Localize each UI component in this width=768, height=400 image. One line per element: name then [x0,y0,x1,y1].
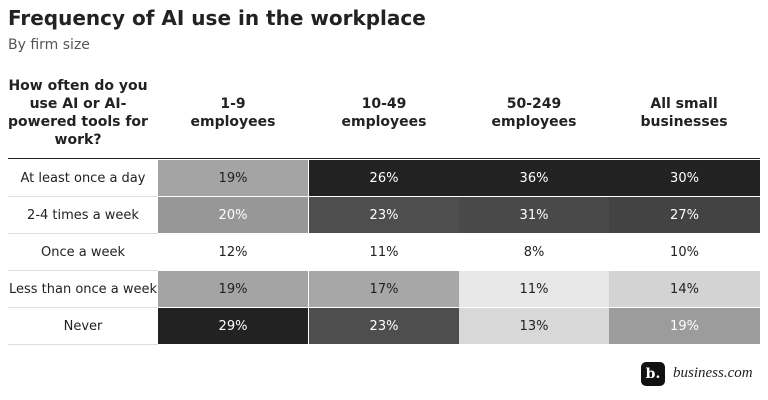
column-header: 1-9 employees [190,96,276,130]
chart-subtitle: By firm size [8,37,90,53]
column-header: All small businesses [640,96,728,130]
heat-cell: 27% [609,197,760,233]
heat-cell: 36% [459,160,609,196]
corner-label: How often do you use AI or AI-powered to… [8,78,148,148]
heat-cell: 13% [459,308,609,344]
source: business.com [673,365,753,381]
header-rule [8,158,760,159]
heat-cell: 10% [609,234,760,270]
heat-cell: 23% [309,197,459,233]
heat-cell: 19% [158,160,308,196]
heat-cell: 8% [459,234,609,270]
chart-title: Frequency of AI use in the workplace [8,6,426,30]
heat-cell: 30% [609,160,760,196]
heat-cell: 11% [309,234,459,270]
heat-cell: 23% [309,308,459,344]
heat-cell: 11% [459,271,609,307]
heat-cell: 29% [158,308,308,344]
heat-cell: 14% [609,271,760,307]
column-header: 10-49 employees [341,96,427,130]
heat-cell: 26% [309,160,459,196]
row-label: Never [8,308,158,345]
row-label: At least once a day [8,160,158,197]
row-label: Once a week [8,234,158,271]
row-label: 2-4 times a week [8,197,158,234]
row-label: Less than once a week [8,271,158,308]
column-header: 50-249 employees [491,96,577,130]
heat-cell: 12% [158,234,308,270]
heat-cell: 19% [609,308,760,344]
heat-cell: 17% [309,271,459,307]
heat-cell: 31% [459,197,609,233]
heat-cell: 19% [158,271,308,307]
heat-cell: 20% [158,197,308,233]
logo: b. [641,362,665,386]
